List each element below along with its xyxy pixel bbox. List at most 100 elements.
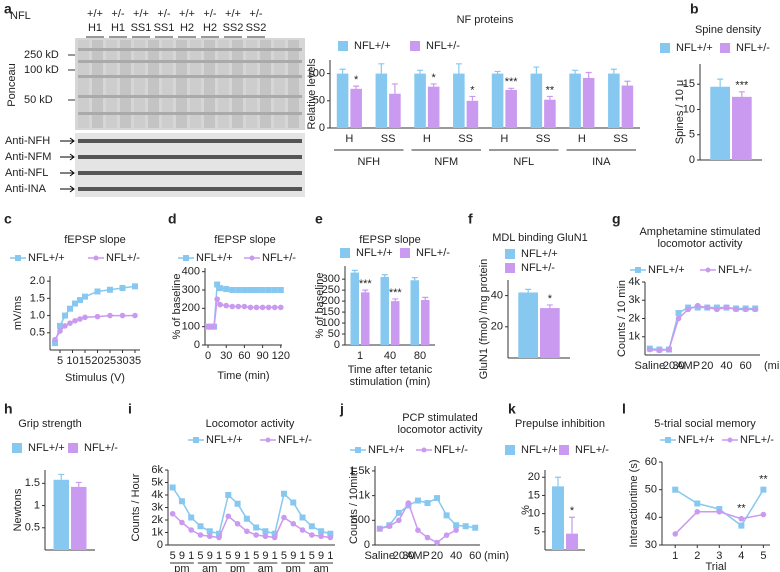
legend-label: NFL+/-: [521, 262, 555, 274]
point: [434, 495, 441, 502]
x-unit: (min): [764, 360, 780, 372]
bar: [410, 280, 419, 345]
y-tick-label: 200: [322, 295, 340, 307]
lane: [106, 40, 117, 128]
point: [188, 514, 195, 521]
point: [77, 297, 83, 304]
y-tick-label: 250: [322, 284, 340, 296]
x-tick-label: 1: [188, 550, 194, 562]
y-tick-label: 2k: [151, 514, 163, 526]
point: [241, 287, 248, 293]
y-tick-label: 5k: [151, 476, 163, 488]
x-tick-label: 80: [414, 350, 426, 362]
panel-letter: f: [468, 211, 473, 227]
bar: [375, 73, 388, 128]
lane-label: H2: [180, 22, 194, 34]
point: [259, 287, 266, 293]
chart-title: MDL binding GluN1: [492, 232, 588, 244]
point: [67, 305, 73, 312]
point: [132, 283, 138, 290]
point: [327, 530, 334, 537]
point: [327, 534, 334, 541]
bar: [621, 85, 634, 128]
x-tick-label: 20: [431, 550, 443, 562]
group-label: NFL: [513, 156, 534, 168]
bar: [552, 486, 564, 550]
significance: *: [470, 84, 475, 96]
point: [434, 539, 440, 546]
point: [241, 303, 248, 310]
lane: [232, 40, 243, 128]
y-tick-label: 40: [645, 511, 657, 523]
point: [386, 523, 393, 530]
bar: [540, 308, 560, 358]
panel-letter: i: [128, 401, 132, 417]
point: [247, 287, 254, 293]
x-tick-label: 60: [740, 360, 752, 372]
point: [271, 287, 278, 293]
legend-swatch: [400, 248, 410, 258]
legend-label: NFL+/+: [356, 247, 393, 259]
point: [253, 524, 260, 531]
error-bar: [417, 69, 424, 74]
size-marker: 50 kD: [24, 94, 53, 106]
point: [169, 510, 176, 517]
y-tick-label: 100: [322, 317, 340, 329]
point: [243, 515, 250, 522]
point: [453, 522, 460, 529]
arrow: [60, 169, 75, 177]
legend-swatch: [505, 249, 515, 259]
y-tick-label: 0: [334, 339, 340, 351]
legend-label: NFL+/-: [718, 264, 752, 276]
bar: [582, 77, 595, 128]
bar: [361, 292, 370, 345]
period-label: am: [313, 563, 328, 572]
legend-swatch: [660, 43, 670, 53]
y-tick-label: 60: [645, 456, 657, 468]
chart-title: Spine density: [695, 24, 762, 36]
x-tick-label: 30: [672, 360, 684, 372]
x-tick-label: H: [423, 133, 431, 145]
lane: [148, 40, 159, 128]
series-line: [172, 513, 331, 539]
lane: [246, 40, 257, 128]
bar: [421, 300, 430, 345]
lane-label: H1: [111, 22, 125, 34]
x-tick-label: 30: [402, 550, 414, 562]
legend-marker: [355, 447, 361, 453]
point: [214, 281, 221, 288]
point: [738, 515, 745, 522]
point: [57, 328, 63, 334]
y-tick-label: 50: [645, 484, 657, 496]
y-tick-label: 2k: [628, 312, 640, 324]
point: [216, 534, 222, 541]
y-tick-label: 40: [491, 290, 503, 302]
point: [247, 304, 254, 311]
y-tick-label: 300: [322, 273, 340, 285]
legend-label: NFL+/+: [354, 40, 391, 52]
significance: *: [432, 72, 437, 84]
bar: [466, 100, 479, 128]
bar: [427, 86, 440, 128]
point: [299, 514, 306, 521]
point: [271, 530, 278, 537]
point: [716, 509, 723, 515]
genotype: +/+: [87, 8, 103, 20]
point: [752, 306, 759, 313]
x-tick-label: 40: [450, 550, 462, 562]
x-tick-label: 30: [116, 355, 128, 367]
point: [424, 534, 431, 541]
bar: [544, 99, 556, 128]
x-tick-label: 9: [207, 550, 213, 562]
y-tick-label: 20: [528, 471, 540, 483]
bar: [414, 73, 426, 128]
y-tick-label: 5: [534, 526, 540, 538]
y-tick-label: 1.0: [30, 309, 45, 321]
lane: [204, 40, 215, 128]
chart-title: fEPSP slope: [359, 234, 421, 246]
point: [453, 527, 459, 533]
y-tick-label: 300: [182, 284, 200, 296]
point: [760, 486, 767, 493]
lane: [92, 40, 103, 128]
point: [216, 530, 223, 537]
